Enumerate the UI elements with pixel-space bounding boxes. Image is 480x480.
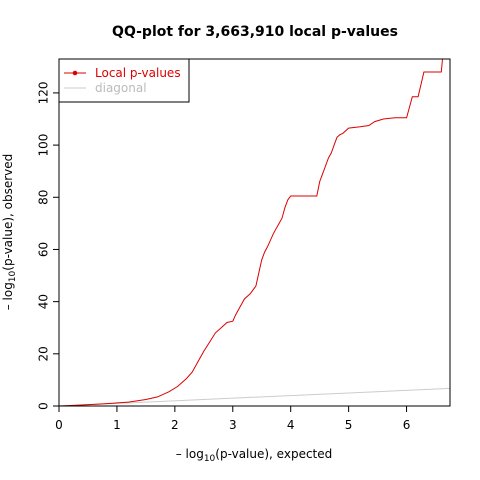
y-axis-label-suffix: (p-value), observed bbox=[1, 154, 15, 271]
y-tick-label: 80 bbox=[37, 190, 51, 205]
x-axis-label-subscript: 10 bbox=[204, 454, 216, 464]
y-axis: 0 20 40 60 80 100 120 bbox=[37, 81, 59, 410]
x-tick-label: 3 bbox=[229, 418, 237, 432]
plot-area bbox=[59, 59, 450, 406]
x-tick-label: 0 bbox=[55, 418, 63, 432]
y-tick-label: 0 bbox=[37, 402, 51, 410]
x-tick-label: 5 bbox=[345, 418, 353, 432]
x-tick-label: 1 bbox=[113, 418, 121, 432]
legend-marker-local-p-values bbox=[72, 70, 78, 76]
y-tick-label: 120 bbox=[37, 81, 51, 104]
y-tick-label: 100 bbox=[37, 134, 51, 157]
y-axis-label-subscript: 10 bbox=[8, 270, 18, 282]
series-line-diagonal bbox=[59, 387, 450, 406]
plot-frame bbox=[58, 58, 451, 407]
x-axis: 0 1 2 3 4 5 6 bbox=[55, 406, 410, 432]
x-tick-label: 4 bbox=[287, 418, 295, 432]
series-line-local-p-values bbox=[59, 59, 443, 406]
x-axis-label: – log10(p-value), expected bbox=[176, 447, 333, 464]
x-axis-label-suffix: (p-value), expected bbox=[215, 447, 332, 461]
legend-label-local-p-values: Local p-values bbox=[95, 66, 181, 80]
legend: Local p-values diagonal bbox=[58, 58, 190, 103]
y-axis-label: – log10(p-value), observed bbox=[1, 154, 18, 311]
x-axis-label-prefix: – log bbox=[176, 447, 204, 461]
chart-title: QQ-plot for 3,663,910 local p-values bbox=[112, 24, 398, 40]
y-tick-label: 40 bbox=[37, 294, 51, 309]
legend-box bbox=[58, 58, 190, 103]
legend-label-diagonal: diagonal bbox=[95, 81, 147, 95]
y-axis-label-prefix: – log bbox=[1, 282, 15, 310]
y-tick-label: 20 bbox=[37, 346, 51, 361]
y-tick-label: 60 bbox=[37, 242, 51, 257]
x-tick-label: 2 bbox=[171, 418, 179, 432]
x-tick-label: 6 bbox=[403, 418, 411, 432]
